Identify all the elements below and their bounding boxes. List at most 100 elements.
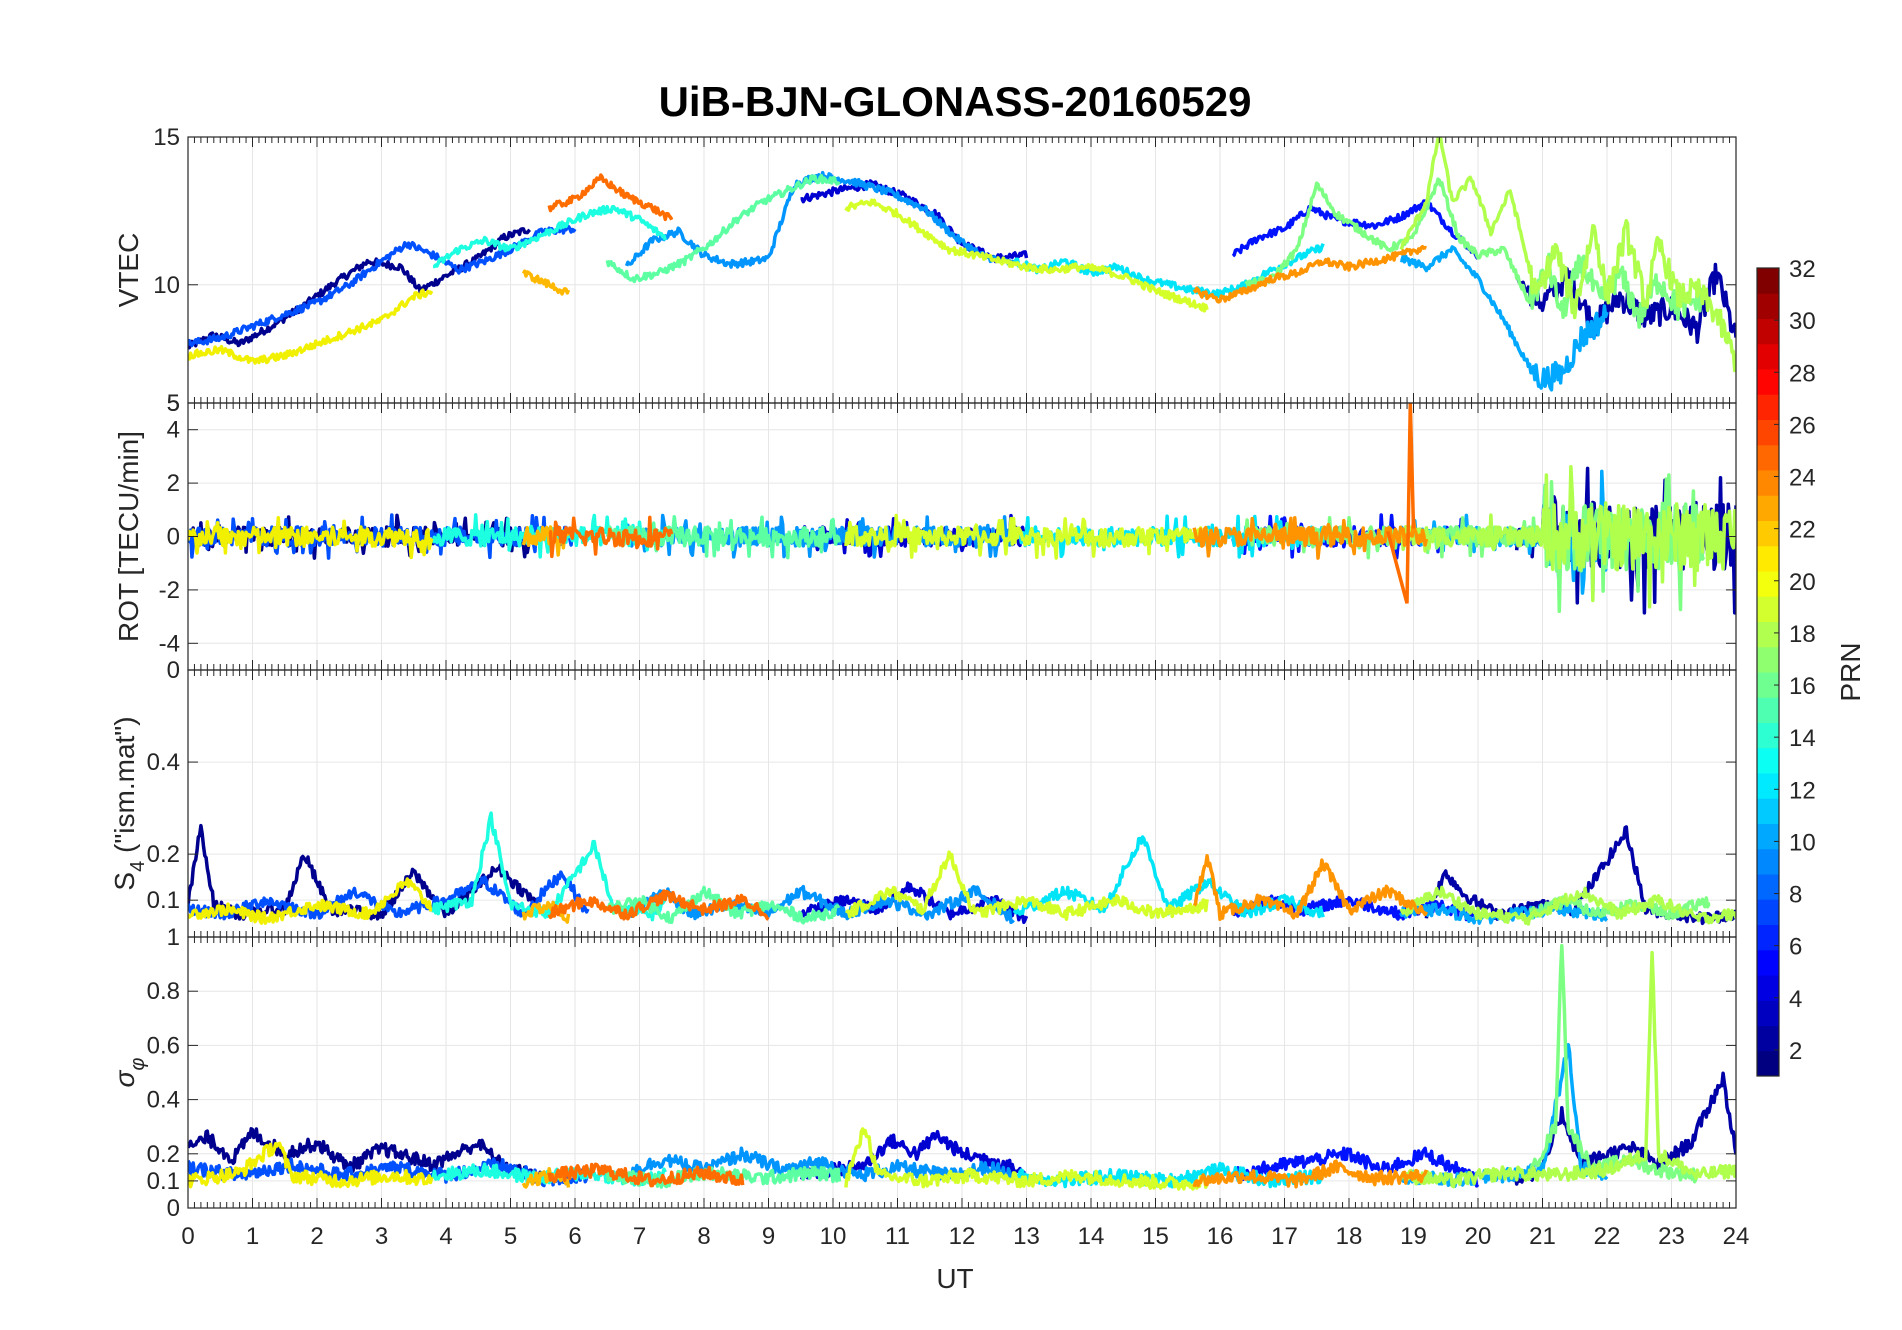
x-tick-label: 1 <box>246 1223 259 1250</box>
panel-rot: -4 -2 0 2 45 ROT [TECU/min] <box>113 390 1737 671</box>
y-tick-label: 2 <box>167 470 180 497</box>
x-tick-label: 24 <box>1723 1223 1750 1250</box>
panel-s4: 0.1 0.2 0.4 0 S4 ("ism.mat") <box>109 657 1737 938</box>
trace-sigphi-prn-23 <box>1192 1159 1429 1189</box>
y-tick-label: 0 <box>167 524 180 551</box>
colorbar-segment <box>1757 343 1779 370</box>
series-s4 <box>188 811 1736 926</box>
y-axis-label-vtec: VTEC <box>113 233 144 308</box>
y-axis-label-rot: ROT [TECU/min] <box>113 431 144 642</box>
trace-s4-prn-18 <box>1399 885 1736 926</box>
trace-vtec-prn-7 <box>188 224 577 348</box>
colorbar-segment <box>1757 874 1779 900</box>
x-tick-label: 9 <box>762 1223 775 1250</box>
trace-sigphi-prn-18 <box>1398 950 1736 1189</box>
trace-vtec-prn-19 <box>844 198 1209 313</box>
x-tick-label: 17 <box>1271 1223 1298 1250</box>
x-tick-label: 13 <box>1013 1223 1040 1250</box>
trace-vtec-prn-15 <box>605 173 841 284</box>
colorbar-segment <box>1757 444 1779 471</box>
colorbar-segment <box>1757 293 1779 319</box>
y-tick-label: -2 <box>159 577 180 604</box>
colorbar-tick-label: 18 <box>1789 621 1816 648</box>
trace-vtec-prn-18 <box>1399 137 1736 373</box>
x-tick-label: 11 <box>885 1223 910 1250</box>
colorbar-tick-label: 14 <box>1789 725 1816 752</box>
y-tick-label-top: 1 <box>167 924 180 951</box>
panel-vtec: 10 15 5 VTEC <box>113 124 1737 417</box>
y-axis-label-s4: S4 ("ism.mat") <box>109 716 149 890</box>
series-sigphi <box>188 943 1736 1191</box>
x-tick-label: 19 <box>1400 1223 1427 1250</box>
colorbar-segment <box>1757 596 1779 622</box>
x-tick-label: 16 <box>1207 1223 1234 1250</box>
colorbar-segment <box>1757 646 1779 673</box>
colorbar-segment <box>1757 621 1779 648</box>
ticks-rot <box>187 403 1737 670</box>
trace-vtec-prn-10 <box>1399 245 1609 392</box>
colorbar-segment <box>1757 1025 1779 1052</box>
colorbar-tick-label: 24 <box>1789 465 1816 492</box>
colorbar-segment <box>1757 1000 1779 1026</box>
colorbar-segment <box>1757 520 1779 547</box>
colorbar-tick-label: 10 <box>1789 829 1816 856</box>
trace-rot-prn-20 <box>188 515 434 560</box>
y-tick-label-top: 0 <box>167 657 180 684</box>
trace-vtec-prn-1 <box>188 227 532 350</box>
trace-s4-prn-23 <box>1192 854 1428 922</box>
y-tick-label: -4 <box>159 630 180 657</box>
trace-rot-prn-18 <box>1398 465 1736 609</box>
trace-sigphi-prn-16 <box>1527 943 1699 1184</box>
y-tick-label: 0.8 <box>147 978 180 1005</box>
y-tick-label: 0.6 <box>147 1032 180 1059</box>
colorbar-tick-label: 26 <box>1789 412 1816 439</box>
colorbar-segment <box>1757 369 1779 395</box>
colorbar-segment <box>1757 419 1779 446</box>
colorbar-segment <box>1757 1050 1779 1077</box>
colorbar-segment <box>1757 848 1779 875</box>
colorbar-segment <box>1757 495 1779 521</box>
ticks-sigphi <box>187 937 1737 1209</box>
y-tick-label: 5 <box>167 390 180 417</box>
panel-sigphi: 00.10.2 0.4 0.6 0.8 1 σφ <box>109 924 1737 1222</box>
colorbar-tick-label: 20 <box>1789 569 1816 596</box>
trace-s4-prn-22 <box>521 900 571 924</box>
ticks-s4 <box>187 670 1737 937</box>
colorbar-segment <box>1757 722 1779 749</box>
colorbar-tick-label: 32 <box>1789 256 1816 283</box>
trace-sigphi-prn-19 <box>844 1127 1209 1191</box>
colorbar-segment <box>1757 571 1779 597</box>
x-axis: 0 1 2 3 4 5 6 7 8 9 10 11 12 13 14 15 16 17 18 19 20 21 22 23 24 <box>181 1223 1749 1250</box>
colorbar-segment <box>1757 899 1779 925</box>
y-axis-label-sigphi: σφ <box>109 1058 149 1088</box>
trace-vtec-prn-16 <box>1244 177 1706 329</box>
y-tick-label: 0.2 <box>147 841 180 868</box>
x-tick-label: 12 <box>949 1223 976 1250</box>
y-tick-label: 0.1 <box>147 1168 180 1195</box>
trace-vtec-prn-2 <box>1516 262 1736 344</box>
trace-sigphi-prn-7 <box>188 1157 590 1188</box>
trace-vtec-prn-24 <box>547 173 674 222</box>
trace-sigphi-prn-1 <box>188 1127 545 1184</box>
colorbar-tick-label: 22 <box>1789 517 1816 544</box>
trace-s4-prn-7 <box>188 870 590 921</box>
colorbar-frame <box>1756 267 1780 1077</box>
x-tick-label: 22 <box>1594 1223 1621 1250</box>
trace-vtec-prn-22 <box>521 269 571 296</box>
trace-vtec-prn-12 <box>1012 242 1325 299</box>
x-tick-label: 10 <box>820 1223 847 1250</box>
x-tick-label: 21 <box>1529 1223 1556 1250</box>
x-tick-label: 18 <box>1336 1223 1363 1250</box>
colorbar-tick-label: 16 <box>1789 673 1816 700</box>
trace-sigphi-prn-24 <box>547 1162 745 1188</box>
grid-vtec <box>187 136 1737 403</box>
colorbar-segment <box>1757 470 1779 496</box>
trace-s4-prn-24 <box>547 889 770 921</box>
colorbar-label: PRN <box>1835 642 1866 701</box>
trace-sigphi-prn-20 <box>188 1141 434 1189</box>
y-tick-label: 0 <box>167 1195 180 1222</box>
colorbar-segment <box>1757 268 1779 294</box>
colorbar-segment <box>1757 545 1779 572</box>
